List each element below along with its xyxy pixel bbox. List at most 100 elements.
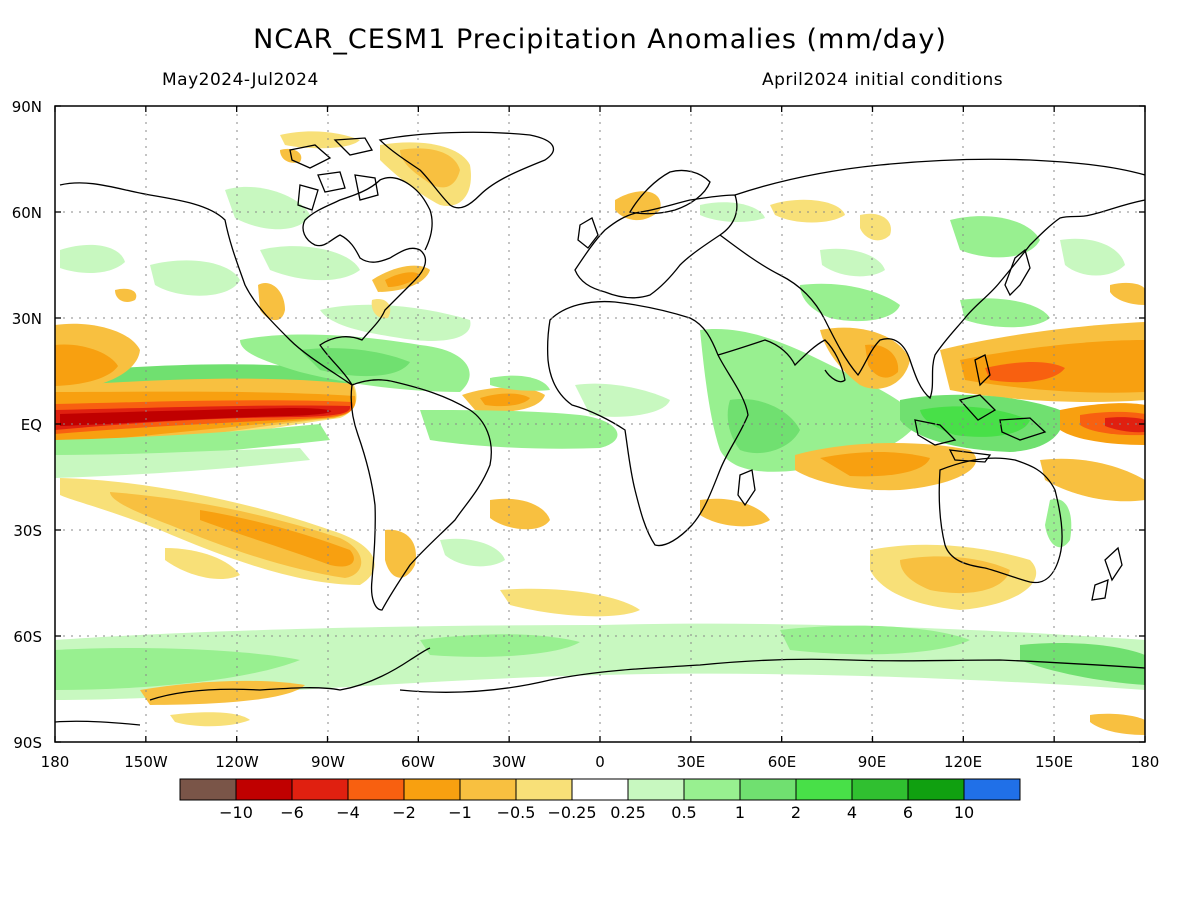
lon-label: 180 — [41, 753, 70, 771]
wet-anomaly-region — [575, 383, 670, 417]
wet-anomaly-region — [1060, 238, 1125, 276]
dry-anomaly-region — [140, 680, 305, 705]
wet-anomaly-region — [55, 364, 354, 386]
lon-label: 60E — [768, 753, 797, 771]
colorbar-label: 1 — [735, 803, 745, 822]
dry-anomaly-region — [280, 131, 360, 149]
lon-label: 150E — [1035, 753, 1073, 771]
colorbar-swatch — [571, 778, 629, 801]
colorbar-swatch — [851, 778, 909, 801]
dry-anomaly-region — [490, 498, 550, 530]
wet-anomaly-region — [420, 634, 580, 657]
wet-anomaly-region — [820, 248, 885, 277]
colorbar-swatch — [795, 778, 853, 801]
colorbar-label: −4 — [336, 803, 360, 822]
lon-label: 180 — [1131, 753, 1160, 771]
coastline-north-america — [59, 176, 433, 386]
colorbar-swatch — [907, 778, 965, 801]
lat-label: 60N — [12, 204, 42, 222]
colorbar-label: 2 — [791, 803, 801, 822]
wet-anomaly-region — [727, 399, 800, 454]
initial-conditions: April2024 initial conditions — [762, 70, 1004, 90]
wet-anomaly-region — [55, 448, 310, 478]
wet-anomaly-region — [780, 625, 970, 655]
lat-label: EQ — [21, 416, 42, 434]
colorbar-label: 0.25 — [610, 803, 646, 822]
lat-label: 30S — [13, 522, 42, 540]
colorbar-label: −2 — [392, 803, 416, 822]
colorbar-label: 10 — [954, 803, 974, 822]
coastline-africa — [546, 300, 749, 547]
dry-anomaly-region — [1040, 458, 1145, 502]
wet-anomaly-region — [950, 216, 1040, 258]
wet-anomaly-region — [260, 246, 360, 281]
wet-anomaly-region — [420, 410, 618, 449]
dry-anomaly-region — [115, 288, 137, 302]
wet-anomaly-region — [700, 202, 765, 222]
dry-anomaly-region — [385, 529, 416, 578]
wet-anomaly-region — [800, 283, 900, 322]
colorbar-label: −0.25 — [547, 803, 596, 822]
coastline-british-isles — [577, 217, 599, 249]
coastline-greenland — [378, 131, 555, 209]
lon-label: 150W — [124, 753, 168, 771]
coastline-arctic-islands — [289, 137, 379, 211]
lon-label: 60W — [401, 753, 435, 771]
lat-label: 90N — [12, 98, 42, 116]
dry-anomaly-region — [110, 492, 362, 578]
dry-anomaly-region — [200, 510, 354, 567]
colorbar-swatch — [179, 778, 237, 801]
colorbar-swatch — [347, 778, 405, 801]
colorbar-swatch — [403, 778, 461, 801]
colorbar-swatch — [515, 778, 573, 801]
colorbar-swatch — [459, 778, 517, 801]
lon-label: 90E — [858, 753, 887, 771]
dry-anomaly-region — [860, 213, 891, 241]
wet-anomaly-region — [225, 186, 310, 230]
coastline-maritime-continent — [914, 354, 1047, 463]
dry-anomaly-region — [900, 556, 1010, 594]
colorbar-label: −0.5 — [497, 803, 536, 822]
wet-anomaly-region — [1045, 499, 1072, 548]
wet-anomaly-region — [440, 538, 505, 567]
map-title: NCAR_CESM1 Precipitation Anomalies (mm/d… — [253, 24, 947, 55]
lat-label: 30N — [12, 310, 42, 328]
colorbar-label: −1 — [448, 803, 472, 822]
wet-anomaly-region — [150, 260, 240, 296]
dry-anomaly-region — [55, 344, 118, 386]
forecast-period: May2024-Jul2024 — [162, 70, 319, 90]
wet-anomaly-region — [320, 304, 471, 341]
dry-anomaly-region — [480, 393, 530, 407]
dry-anomaly-region — [385, 272, 420, 287]
lon-label: 90W — [311, 753, 345, 771]
lat-label: 90S — [13, 734, 42, 752]
wet-anomaly-region — [60, 244, 125, 273]
wet-anomaly-region — [490, 375, 550, 391]
dry-anomaly-region — [820, 452, 930, 477]
colorbar-swatch — [963, 778, 1021, 801]
dry-anomaly-region — [258, 282, 285, 321]
colorbar-label: 6 — [903, 803, 913, 822]
coastline-scandinavia — [628, 169, 711, 215]
lon-label: 120W — [215, 753, 259, 771]
colorbar-swatch — [739, 778, 797, 801]
dry-anomaly-region — [1090, 713, 1145, 735]
coastline-asia — [719, 158, 1145, 400]
colorbar-label: −10 — [219, 803, 253, 822]
colorbar-label: 4 — [847, 803, 857, 822]
lat-label: 60S — [13, 628, 42, 646]
lon-label: 0 — [595, 753, 605, 771]
dry-anomaly-region — [1110, 282, 1145, 305]
lon-label: 120E — [944, 753, 982, 771]
dry-anomaly-region — [400, 148, 460, 188]
dry-anomaly-region — [165, 548, 240, 580]
dry-anomaly-region — [770, 199, 845, 223]
colorbar-labels: −10 −6 −4 −2 −1 −0.5 −0.25 0.25 0.5 1 2 4 6 10 — [219, 803, 974, 822]
graticule — [55, 106, 1145, 742]
colorbar-label: −6 — [280, 803, 304, 822]
coastline-new-zealand — [1091, 546, 1123, 601]
coastline-japan — [1004, 248, 1031, 297]
dry-anomaly-region — [700, 498, 770, 527]
anomaly-field — [55, 131, 1145, 735]
